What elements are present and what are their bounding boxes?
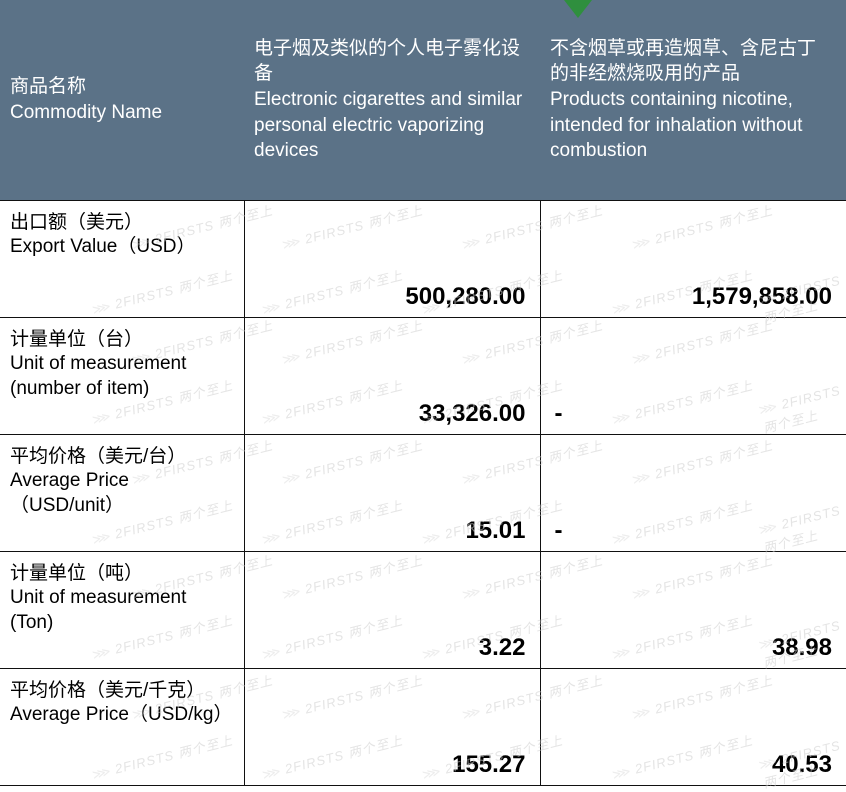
row1-val1: - [540, 317, 846, 434]
row4-val0: 155.27 [244, 668, 540, 785]
commodity-table: 商品名称 Commodity Name 电子烟及类似的个人电子雾化设备 Elec… [0, 0, 846, 786]
row2-label-zh: 平均价格（美元/台） [10, 445, 234, 470]
row2-val1: - [540, 434, 846, 551]
row-label: 计量单位（台） Unit of measurement (number of i… [0, 317, 244, 434]
row4-label-en: Average Price（USD/kg） [10, 703, 234, 728]
header-nicotine-products: 不含烟草或再造烟草、含尼古丁的非经燃烧吸用的产品 Products contai… [540, 0, 846, 200]
table-header-row: 商品名称 Commodity Name 电子烟及类似的个人电子雾化设备 Elec… [0, 0, 846, 200]
header-col1-en: Electronic cigarettes and similar person… [254, 87, 526, 164]
table-row: 计量单位（吨） Unit of measurement (Ton) 3.22 3… [0, 551, 846, 668]
row3-val1: 38.98 [540, 551, 846, 668]
table-row: 计量单位（台） Unit of measurement (number of i… [0, 317, 846, 434]
row3-val0: 3.22 [244, 551, 540, 668]
row4-val1: 40.53 [540, 668, 846, 785]
header-ecig: 电子烟及类似的个人电子雾化设备 Electronic cigarettes an… [244, 0, 540, 200]
row0-label-en: Export Value（USD） [10, 235, 234, 260]
row-label: 计量单位（吨） Unit of measurement (Ton) [0, 551, 244, 668]
header-col0-zh: 商品名称 [10, 74, 230, 100]
row0-val1: 1,579,858.00 [540, 200, 846, 317]
header-col2-en: Products containing nicotine, intended f… [550, 87, 832, 164]
row-label: 平均价格（美元/台） Average Price（USD/unit） [0, 434, 244, 551]
row4-label-zh: 平均价格（美元/千克） [10, 679, 234, 704]
table-row: 平均价格（美元/千克） Average Price（USD/kg） 155.27… [0, 668, 846, 785]
row3-label-en: Unit of measurement (Ton) [10, 586, 234, 635]
header-col0-en: Commodity Name [10, 100, 230, 126]
table-row: 平均价格（美元/台） Average Price（USD/unit） 15.01… [0, 434, 846, 551]
row0-label-zh: 出口额（美元） [10, 211, 234, 236]
pointer-triangle-icon [564, 0, 592, 18]
row2-label-en: Average Price（USD/unit） [10, 469, 234, 518]
row2-val0: 15.01 [244, 434, 540, 551]
table-body: 出口额（美元） Export Value（USD） 500,280.00 1,5… [0, 200, 846, 785]
row0-val0: 500,280.00 [244, 200, 540, 317]
row3-label-zh: 计量单位（吨） [10, 562, 234, 587]
row-label: 平均价格（美元/千克） Average Price（USD/kg） [0, 668, 244, 785]
row1-val0: 33,326.00 [244, 317, 540, 434]
row-label: 出口额（美元） Export Value（USD） [0, 200, 244, 317]
header-col2-zh: 不含烟草或再造烟草、含尼古丁的非经燃烧吸用的产品 [550, 36, 832, 87]
row1-label-zh: 计量单位（台） [10, 328, 234, 353]
table-row: 出口额（美元） Export Value（USD） 500,280.00 1,5… [0, 200, 846, 317]
header-commodity-name: 商品名称 Commodity Name [0, 0, 244, 200]
header-col1-zh: 电子烟及类似的个人电子雾化设备 [254, 36, 526, 87]
row1-label-en: Unit of measurement (number of item) [10, 352, 234, 401]
